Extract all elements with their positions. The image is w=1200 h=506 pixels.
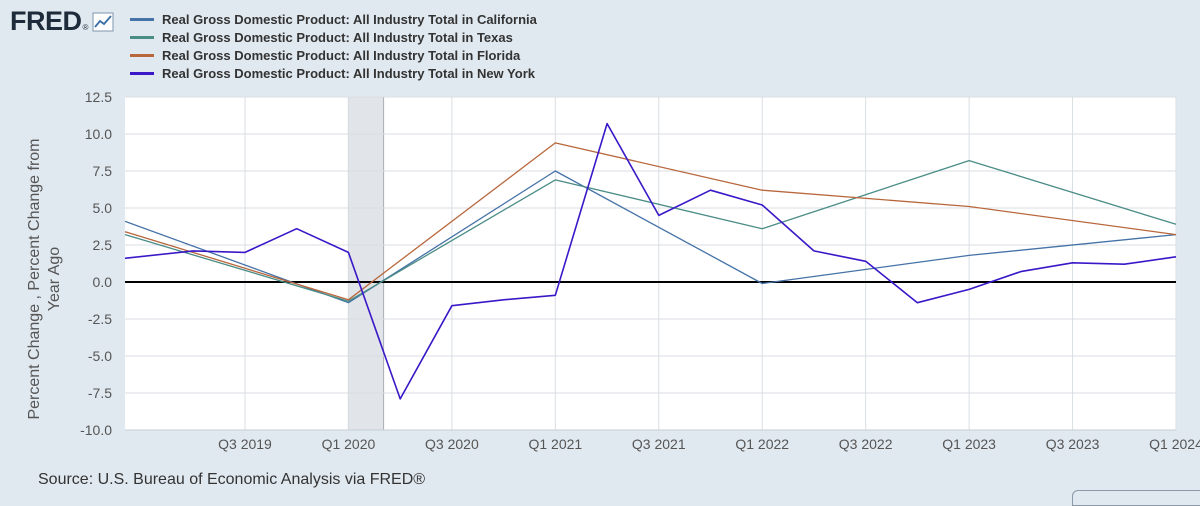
recession-shading bbox=[347, 96, 385, 431]
series-line-texas[interactable] bbox=[124, 159, 1177, 302]
legend-swatch-california bbox=[130, 17, 154, 21]
x-tick-label: Q1 2024 bbox=[1149, 436, 1200, 452]
y-tick-label: 0.0 bbox=[93, 274, 113, 290]
fred-logo[interactable]: FRED ® bbox=[10, 6, 114, 36]
plot-area bbox=[125, 97, 1176, 430]
line-chart-icon bbox=[92, 12, 114, 32]
legend-label-texas: Real Gross Domestic Product: All Industr… bbox=[162, 29, 513, 45]
legend-label-california: Real Gross Domestic Product: All Industr… bbox=[162, 11, 537, 27]
x-tick-label: Q3 2020 bbox=[425, 436, 479, 452]
y-axis-label: Percent Change , Percent Change from Yea… bbox=[26, 138, 63, 420]
chart[interactable]: 12.5 10.0 7.5 5.0 2.5 0.0 -2.5 -5.0 -7.5 -10.0 Q3 … bbox=[0, 0, 1200, 495]
x-tick-label: Q3 2023 bbox=[1046, 436, 1100, 452]
y-axis-label-wrapper: Percent Change , Percent Change from Yea… bbox=[22, 128, 68, 430]
legend-item-new-york[interactable]: Real Gross Domestic Product: All Industr… bbox=[130, 64, 537, 82]
x-tick-label: Q3 2022 bbox=[839, 436, 893, 452]
source-note: Source: U.S. Bureau of Economic Analysis… bbox=[38, 471, 426, 488]
y-tick-label: 7.5 bbox=[93, 163, 113, 179]
x-tick-label: Q1 2023 bbox=[942, 436, 996, 452]
x-tick-label: Q1 2022 bbox=[735, 436, 789, 452]
legend-label-new-york: Real Gross Domestic Product: All Industr… bbox=[162, 65, 535, 81]
legend-item-california[interactable]: Real Gross Domestic Product: All Industr… bbox=[130, 10, 537, 28]
y-tick-label: -7.5 bbox=[88, 385, 112, 401]
series-line-florida[interactable] bbox=[124, 142, 1177, 301]
y-tick-label: -10.0 bbox=[80, 422, 112, 438]
x-tick-label: Q1 2020 bbox=[322, 436, 376, 452]
y-tick-label: 12.5 bbox=[85, 89, 112, 105]
legend-swatch-new-york bbox=[130, 71, 154, 75]
legend-item-florida[interactable]: Real Gross Domestic Product: All Industr… bbox=[130, 46, 537, 64]
legend-item-texas[interactable]: Real Gross Domestic Product: All Industr… bbox=[130, 28, 537, 46]
chart-legend: Real Gross Domestic Product: All Industr… bbox=[130, 10, 537, 82]
logo-text: FRED bbox=[10, 6, 82, 36]
registered-mark: ® bbox=[82, 22, 89, 32]
legend-label-florida: Real Gross Domestic Product: All Industr… bbox=[162, 47, 521, 63]
y-tick-label: 10.0 bbox=[85, 126, 112, 142]
x-tick-label: Q1 2021 bbox=[528, 436, 582, 452]
x-tick-label: Q3 2021 bbox=[632, 436, 686, 452]
legend-swatch-texas bbox=[130, 35, 154, 39]
series-line-new-york[interactable] bbox=[124, 122, 1177, 400]
series-line-california[interactable] bbox=[124, 170, 1177, 304]
y-tick-label: -5.0 bbox=[88, 348, 112, 364]
y-tick-label: 5.0 bbox=[93, 200, 113, 216]
x-tick-label: Q3 2019 bbox=[218, 436, 272, 452]
y-tick-label: -2.5 bbox=[88, 311, 112, 327]
legend-swatch-florida bbox=[130, 53, 154, 57]
y-tick-label: 2.5 bbox=[93, 237, 113, 253]
corner-button[interactable] bbox=[1072, 490, 1200, 506]
